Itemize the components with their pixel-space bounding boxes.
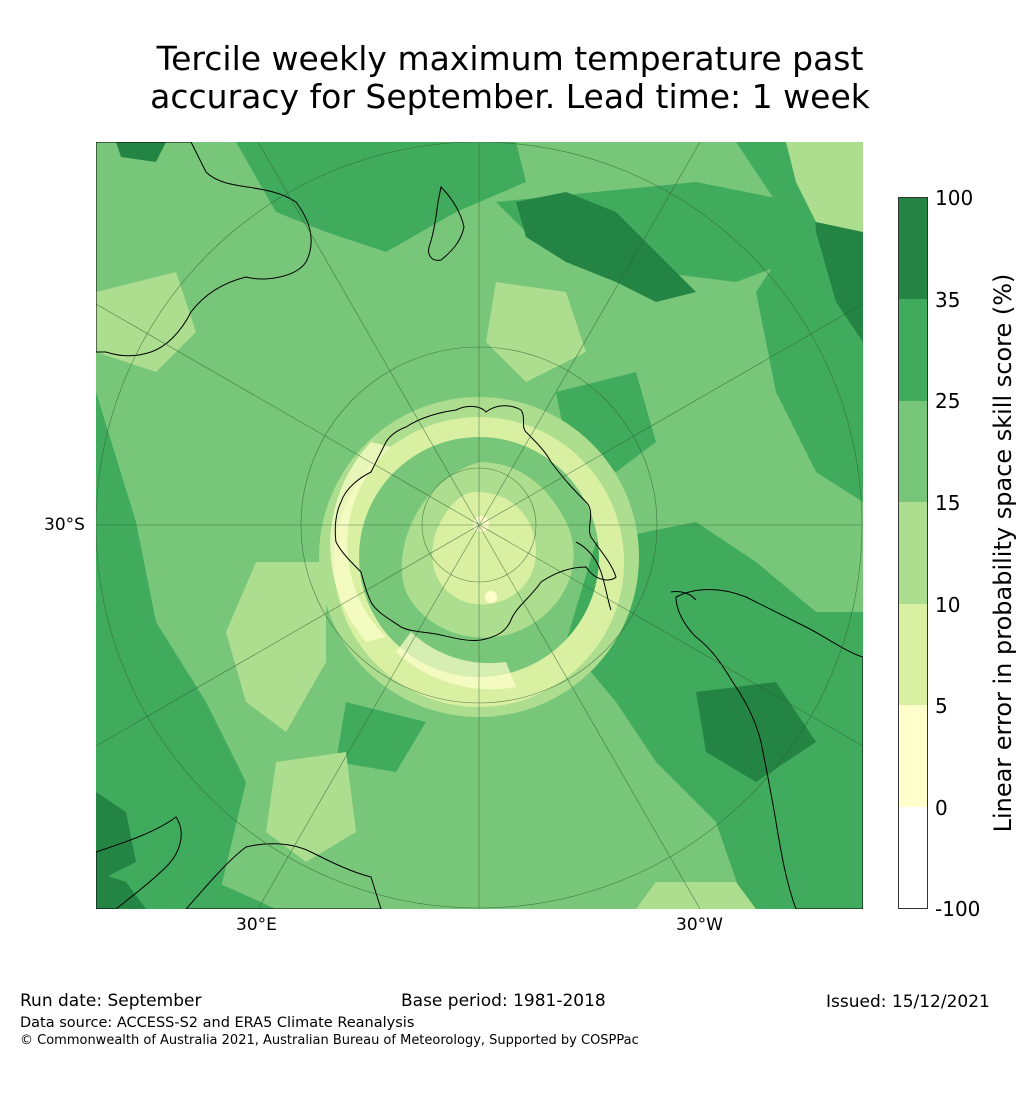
antarctica-coastline [334, 405, 617, 641]
antarctic-ring [319, 397, 639, 717]
map-title: Tercile weekly maximum temperature past … [0, 40, 1020, 116]
polar-map [96, 142, 863, 909]
australia-coastline [96, 142, 312, 357]
copyright: © Commonwealth of Australia 2021, Austra… [20, 1033, 639, 1048]
southern-africa-coastline [185, 843, 382, 909]
data-source: Data source: ACCESS-S2 and ERA5 Climate … [20, 1015, 415, 1031]
colorbar [898, 197, 928, 909]
base-period: Base period: 1981-2018 [401, 991, 606, 1011]
colorbar-tick-label: 0 [935, 796, 948, 820]
colorbar-segment [899, 806, 927, 908]
polar-map-svg [96, 142, 863, 909]
run-date: Run date: September [20, 991, 202, 1011]
lon-label-30e: 30°E [236, 915, 277, 935]
colorbar-tick-label: 10 [935, 593, 961, 617]
africa-coastline [96, 816, 182, 909]
colorbar-segment [899, 299, 927, 401]
colorbar-tick-label: 100 [935, 186, 974, 210]
falklands-coastline [670, 591, 697, 601]
colorbar-segment [899, 603, 927, 706]
colorbar-title: Linear error in probability space skill … [989, 273, 1017, 833]
map-title-line-2: accuracy for September. Lead time: 1 wee… [150, 77, 870, 116]
colorbar-segment [899, 705, 927, 807]
issued-date: Issued: 15/12/2021 [826, 992, 990, 1012]
colorbar-tick-label: 5 [935, 694, 948, 718]
colorbar-tick-label: 25 [935, 389, 961, 413]
colorbar-tick-label: 35 [935, 288, 961, 312]
colorbar-segment [899, 502, 927, 604]
graticule [96, 142, 863, 909]
antarctica-interior [401, 462, 574, 638]
map-title-line-1: Tercile weekly maximum temperature past [156, 39, 864, 78]
lon-label-30w: 30°W [676, 915, 723, 935]
new-zealand-coastline [428, 185, 465, 261]
lat-label-30s: 30°S [44, 515, 85, 535]
colorbar-tick-label: 15 [935, 491, 961, 515]
south-america-coastline [675, 589, 863, 909]
colorbar-tick-label: -100 [935, 897, 981, 921]
antarctic-peninsula-coastline [575, 541, 612, 611]
colorbar-segment [899, 198, 927, 300]
colorbar-segment [899, 400, 927, 503]
